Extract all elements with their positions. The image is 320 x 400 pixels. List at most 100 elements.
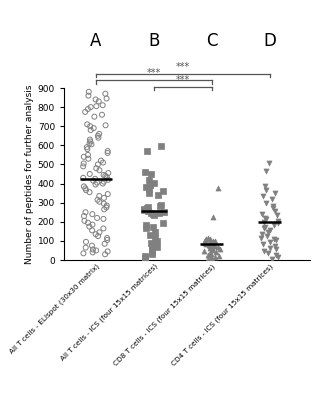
Point [86, 156, 91, 162]
Point [151, 212, 156, 218]
Point [83, 244, 88, 251]
Point [145, 208, 150, 214]
Point [276, 220, 281, 226]
Point [143, 184, 148, 190]
Point [265, 229, 270, 236]
Point [97, 193, 102, 199]
Point [203, 237, 208, 243]
Point [203, 240, 208, 246]
Point [145, 148, 150, 154]
Point [210, 242, 215, 248]
Text: C: C [206, 32, 218, 50]
Point [87, 140, 92, 147]
Point [211, 214, 216, 220]
Point [94, 215, 100, 221]
Point [91, 178, 96, 184]
Point [208, 239, 213, 246]
Point [142, 206, 147, 212]
Point [82, 218, 87, 224]
Point [151, 211, 156, 217]
Point [158, 203, 163, 210]
Point [100, 159, 106, 166]
Point [101, 195, 107, 201]
Point [105, 191, 110, 197]
Point [104, 174, 109, 180]
Point [85, 220, 91, 226]
Point [263, 200, 268, 206]
Point [103, 173, 108, 179]
Point [85, 152, 91, 158]
Point [143, 222, 148, 228]
Point [91, 125, 96, 131]
Point [97, 167, 102, 173]
Point [208, 238, 213, 244]
Point [104, 95, 109, 102]
Point [269, 196, 275, 202]
Point [262, 215, 268, 221]
Point [211, 240, 216, 247]
Point [90, 227, 95, 234]
Point [151, 223, 156, 230]
Point [273, 242, 278, 249]
Point [208, 251, 213, 258]
Point [210, 246, 215, 253]
Text: B: B [148, 32, 160, 50]
Point [201, 248, 206, 255]
Point [273, 190, 278, 196]
Point [149, 249, 154, 256]
Point [213, 242, 218, 249]
Point [89, 242, 94, 249]
Point [84, 144, 89, 150]
Point [105, 148, 110, 154]
Point [94, 103, 99, 109]
Point [162, 209, 167, 215]
Point [104, 202, 109, 209]
Point [90, 211, 95, 217]
Point [160, 188, 165, 194]
Point [264, 168, 269, 174]
Point [161, 220, 166, 226]
Point [209, 244, 214, 250]
Point [92, 176, 98, 182]
Point [152, 235, 157, 241]
Point [147, 232, 152, 238]
Point [145, 204, 150, 211]
Point [159, 201, 164, 208]
Point [105, 248, 110, 255]
Point [82, 213, 87, 219]
Point [273, 252, 278, 258]
Point [149, 210, 154, 216]
Point [83, 185, 88, 192]
Point [100, 180, 105, 187]
Point [142, 207, 147, 214]
Point [264, 216, 269, 222]
Point [100, 112, 105, 118]
Point [144, 225, 149, 232]
Point [261, 225, 266, 232]
Point [152, 179, 157, 186]
Point [84, 121, 90, 128]
Point [216, 185, 221, 192]
Point [146, 190, 151, 196]
Point [96, 134, 101, 141]
Point [106, 176, 111, 183]
Point [267, 159, 272, 166]
Point [93, 96, 98, 103]
Point [154, 242, 159, 248]
Point [90, 222, 95, 228]
Point [92, 114, 97, 120]
Point [213, 249, 218, 256]
Point [81, 160, 86, 167]
Point [216, 253, 221, 259]
Point [95, 197, 100, 203]
Point [205, 235, 211, 241]
Point [266, 250, 271, 256]
Point [149, 247, 155, 254]
Point [208, 240, 213, 246]
Point [84, 187, 89, 194]
Point [206, 256, 211, 262]
Point [147, 182, 152, 189]
Point [87, 171, 92, 177]
Point [100, 102, 105, 108]
Point [142, 255, 147, 261]
